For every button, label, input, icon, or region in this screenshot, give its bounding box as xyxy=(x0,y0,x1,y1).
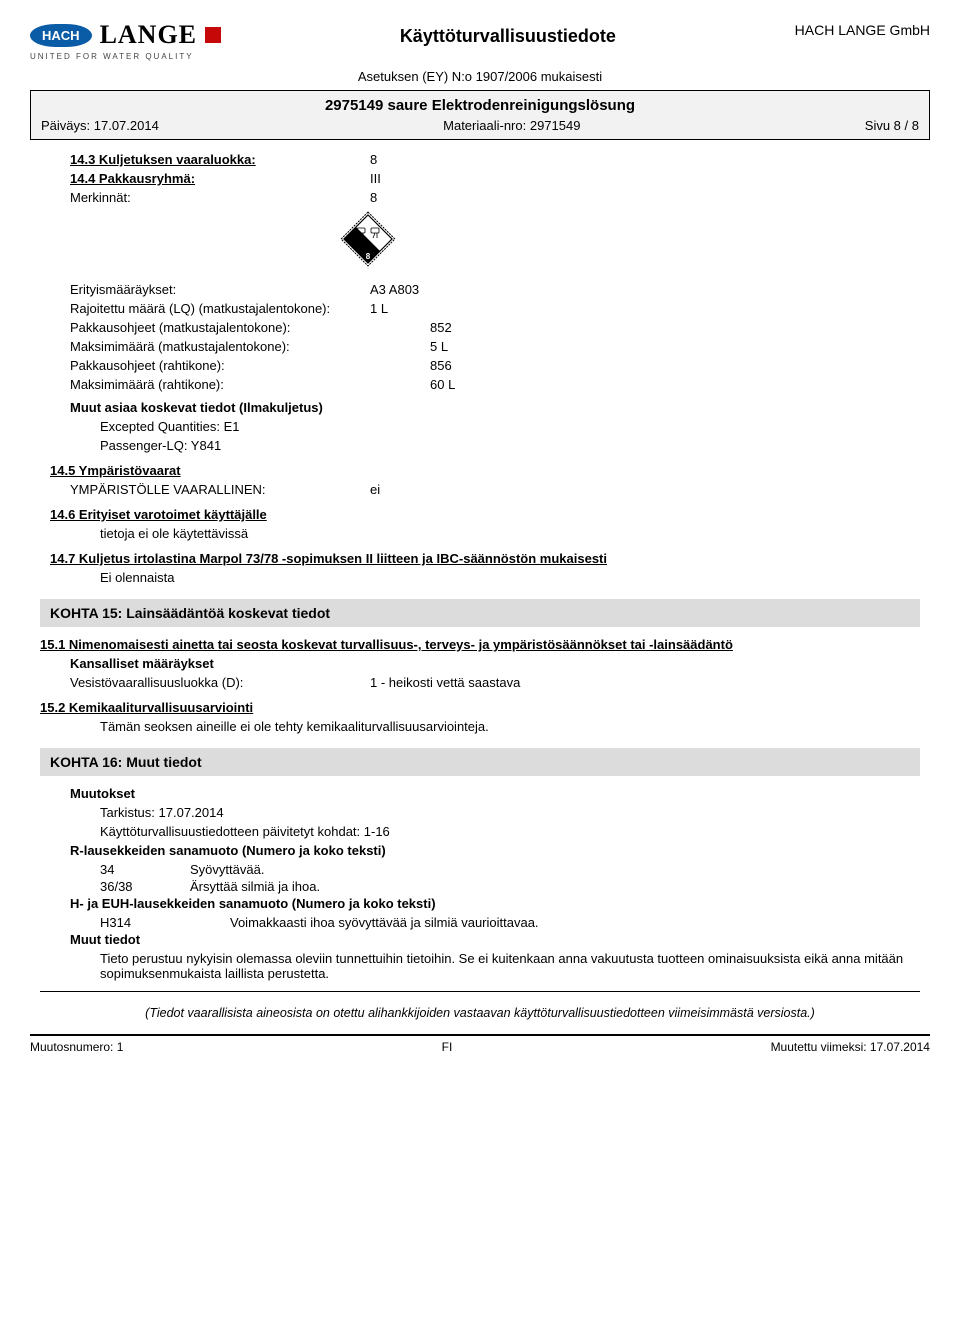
document-title: Käyttöturvallisuustiedote xyxy=(221,20,795,47)
value-special: A3 A803 xyxy=(370,282,419,297)
label-143: 14.3 Kuljetuksen vaaraluokka: xyxy=(70,152,370,167)
value-max-cargo: 60 L xyxy=(370,377,455,392)
product-box: 2975149 saure Elektrodenreinigungslösung… xyxy=(30,90,930,140)
row-markings: Merkinnät: 8 xyxy=(40,190,920,205)
label-max-cargo: Maksimimäärä (rahtikone): xyxy=(70,377,370,392)
page-number: Sivu 8 / 8 xyxy=(865,118,919,133)
label-env-hazard: YMPÄRISTÖLLE VAARALLINEN: xyxy=(70,482,370,497)
bottom-footer: Muutosnumero: 1 FI Muutettu viimeksi: 17… xyxy=(30,1034,930,1054)
row-143: 14.3 Kuljetuksen vaaraluokka: 8 xyxy=(40,152,920,167)
value-env-hazard: ei xyxy=(370,482,380,497)
row-144: 14.4 Pakkausryhmä: III xyxy=(40,171,920,186)
air-header: Muut asiaa koskevat tiedot (Ilmakuljetus… xyxy=(40,400,920,415)
product-meta: Päiväys: 17.07.2014 Materiaali-nro: 2971… xyxy=(41,118,919,133)
content-body: 14.3 Kuljetuksen vaaraluokka: 8 14.4 Pak… xyxy=(30,140,930,1020)
row-water-hazard: Vesistövaarallisuusluokka (D): 1 - heiko… xyxy=(40,675,920,690)
value-max-pass: 5 L xyxy=(370,339,448,354)
row-max-pass: Maksimimäärä (matkustajalentokone): 5 L xyxy=(40,339,920,354)
r-phrases-list: 34 Syövyttävää. 36/38 Ärsyttää silmiä ja ih… xyxy=(40,862,920,894)
value-markings: 8 xyxy=(370,190,377,205)
value-water: 1 - heikosti vettä saastava xyxy=(370,675,520,690)
label-water: Vesistövaarallisuusluokka (D): xyxy=(70,675,370,690)
label-144: 14.4 Pakkausryhmä: xyxy=(70,171,370,186)
row-pack-cargo: Pakkausohjeet (rahtikone): 856 xyxy=(40,358,920,373)
national-regs: Kansalliset määräykset xyxy=(40,656,920,671)
section-15-title: KOHTA 15: Lainsäädäntöä koskevat tiedot xyxy=(40,599,920,627)
row-env-hazard: YMPÄRISTÖLLE VAARALLINEN: ei xyxy=(40,482,920,497)
page-header: HACH LANGE UNITED FOR WATER QUALITY Käyt… xyxy=(30,20,930,61)
red-square-icon xyxy=(205,27,221,43)
row-max-cargo: Maksimimäärä (rahtikone): 60 L xyxy=(40,377,920,392)
value-pack-cargo: 856 xyxy=(370,358,452,373)
value-143: 8 xyxy=(370,152,377,167)
r-phrase-text: Syövyttävää. xyxy=(190,862,264,877)
footer-note: (Tiedot vaarallisista aineosista on otet… xyxy=(80,1006,880,1020)
footer-left: Muutosnumero: 1 xyxy=(30,1040,123,1054)
h-phrase-number: H314 xyxy=(100,915,200,930)
text-147: Ei olennaista xyxy=(40,570,920,585)
heading-147: 14.7 Kuljetus irtolastina Marpol 73/78 -… xyxy=(20,551,920,566)
label-special: Erityismääräykset: xyxy=(70,282,370,297)
logo-tagline: UNITED FOR WATER QUALITY xyxy=(30,52,221,61)
h-phrases-list: H314 Voimakkaasti ihoa syövyttävää ja sil… xyxy=(40,915,920,930)
value-lq: 1 L xyxy=(370,301,388,316)
r-phrases-heading: R-lausekkeiden sanamuoto (Numero ja koko… xyxy=(40,843,920,858)
air-line1: Excepted Quantities: E1 xyxy=(40,419,920,434)
material-number: Materiaali-nro: 2971549 xyxy=(443,118,580,133)
logo-block: HACH LANGE UNITED FOR WATER QUALITY xyxy=(30,20,221,61)
value-144: III xyxy=(370,171,381,186)
changes-line1: Tarkistus: 17.07.2014 xyxy=(40,805,920,820)
heading-145: 14.5 Ympäristövaarat xyxy=(20,463,920,478)
row-special: Erityismääräykset: A3 A803 xyxy=(40,282,920,297)
divider-line xyxy=(40,991,920,992)
r-phrase-number: 34 xyxy=(100,862,160,877)
hach-logo-icon: HACH xyxy=(30,24,92,47)
logo-main: HACH LANGE xyxy=(30,20,221,50)
h-phrase-row: H314 Voimakkaasti ihoa syövyttävää ja sil… xyxy=(100,915,920,930)
changes-line2: Käyttöturvallisuustiedotteen päivitetyt … xyxy=(40,824,920,839)
heading-151: 15.1 Nimenomaisesti ainetta tai seosta k… xyxy=(40,637,920,652)
r-phrase-row: 36/38 Ärsyttää silmiä ja ihoa. xyxy=(100,879,920,894)
text-152: Tämän seoksen aineille ei ole tehty kemi… xyxy=(40,719,920,734)
label-max-pass: Maksimimäärä (matkustajalentokone): xyxy=(70,339,370,354)
heading-146: 14.6 Erityiset varotoimet käyttäjälle xyxy=(20,507,920,522)
heading-152: 15.2 Kemikaaliturvallisuusarviointi xyxy=(40,700,920,715)
company-name: HACH LANGE GmbH xyxy=(795,20,930,38)
label-lq: Rajoitettu määrä (LQ) (matkustajalentoko… xyxy=(70,301,370,316)
text-146: tietoja ei ole käytettävissä xyxy=(40,526,920,541)
footer-center: FI xyxy=(442,1040,453,1054)
label-markings: Merkinnät: xyxy=(70,190,370,205)
changes-heading: Muutokset xyxy=(40,786,920,801)
h-phrases-heading: H- ja EUH-lausekkeiden sanamuoto (Numero… xyxy=(40,896,920,911)
label-pack-pass: Pakkausohjeet (matkustajalentokone): xyxy=(70,320,370,335)
value-pack-pass: 852 xyxy=(370,320,452,335)
other-info-text: Tieto perustuu nykyisin olemassa oleviin… xyxy=(40,951,920,981)
hazard-diamond-icon: 8 xyxy=(340,211,920,270)
regulation-line: Asetuksen (EY) N:o 1907/2006 mukaisesti xyxy=(30,69,930,84)
r-phrase-number: 36/38 xyxy=(100,879,160,894)
hazard-class-number: 8 xyxy=(366,252,371,261)
section-16-title: KOHTA 16: Muut tiedot xyxy=(40,748,920,776)
lange-text: LANGE xyxy=(100,20,197,50)
label-pack-cargo: Pakkausohjeet (rahtikone): xyxy=(70,358,370,373)
other-info-heading: Muut tiedot xyxy=(40,932,920,947)
row-pack-pass: Pakkausohjeet (matkustajalentokone): 852 xyxy=(40,320,920,335)
footer-right: Muutettu viimeksi: 17.07.2014 xyxy=(771,1040,930,1054)
air-line2: Passenger-LQ: Y841 xyxy=(40,438,920,453)
row-lq: Rajoitettu määrä (LQ) (matkustajalentoko… xyxy=(40,301,920,316)
r-phrase-row: 34 Syövyttävää. xyxy=(100,862,920,877)
h-phrase-text: Voimakkaasti ihoa syövyttävää ja silmiä … xyxy=(230,915,539,930)
product-title: 2975149 saure Elektrodenreinigungslösung xyxy=(41,97,919,114)
date-label: Päiväys: 17.07.2014 xyxy=(41,118,159,133)
r-phrase-text: Ärsyttää silmiä ja ihoa. xyxy=(190,879,320,894)
